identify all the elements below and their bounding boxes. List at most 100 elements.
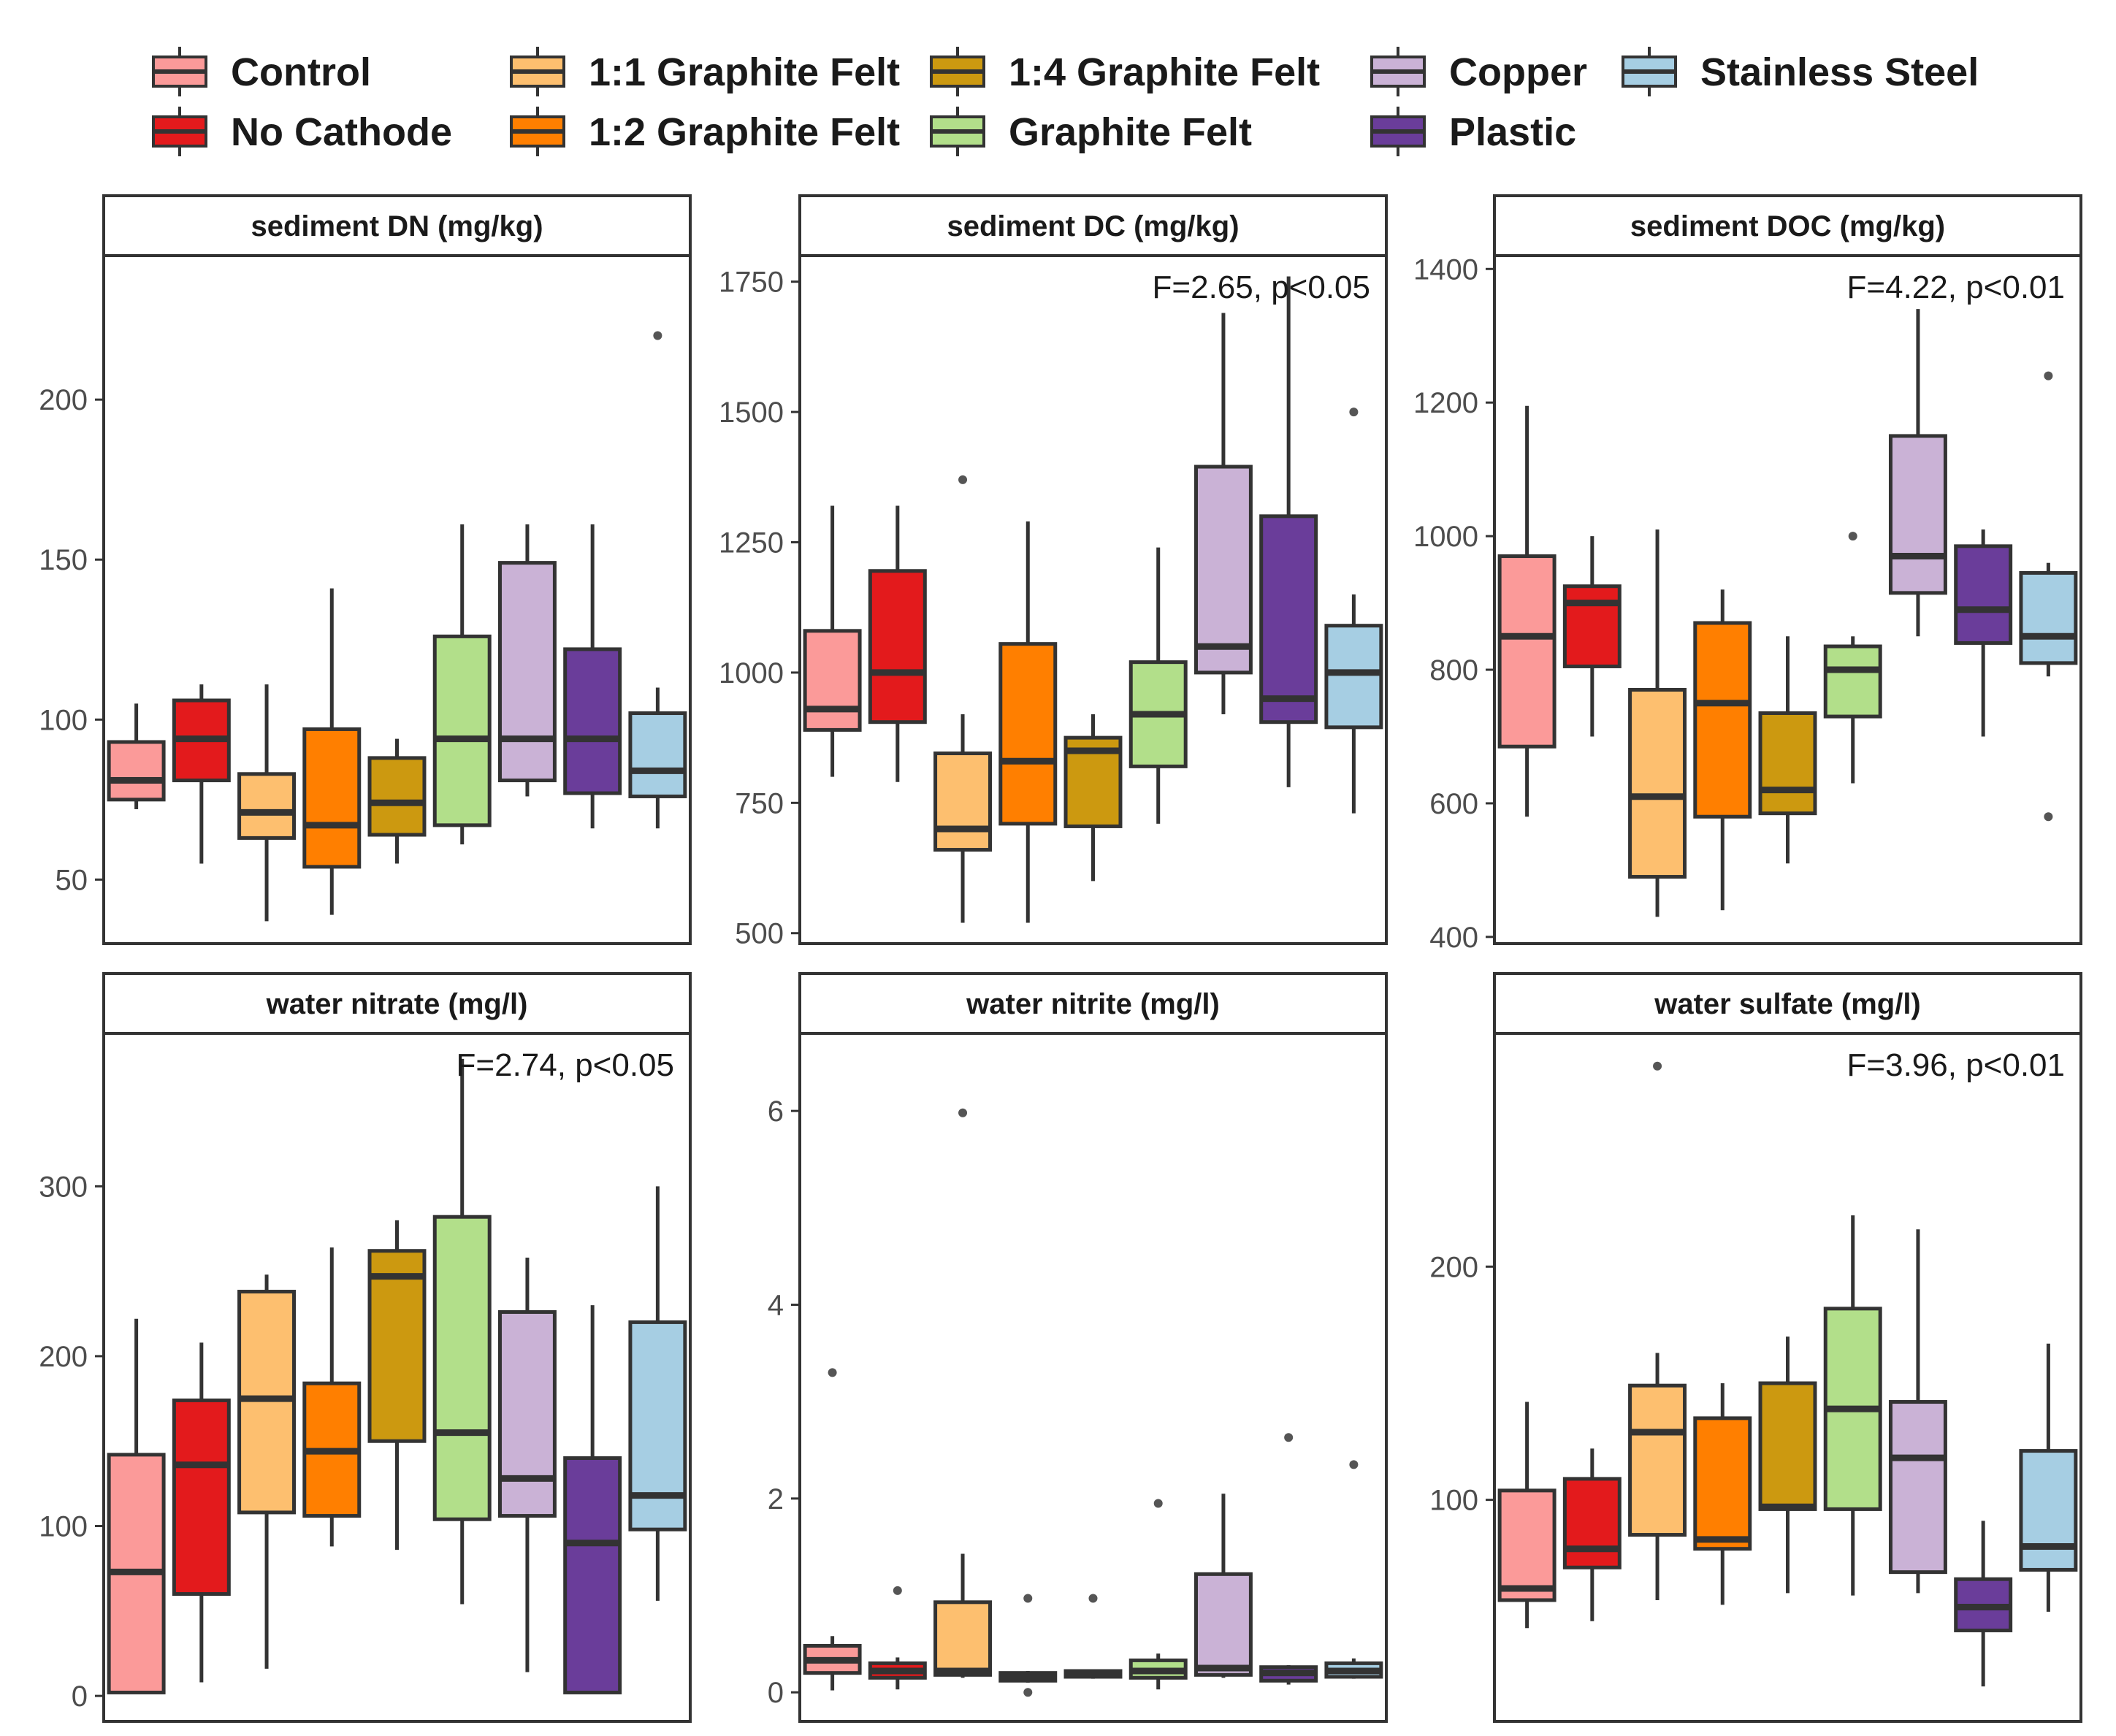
outlier-point	[1653, 1061, 1662, 1071]
outlier-point	[1349, 1460, 1359, 1469]
panel-border	[798, 1032, 1388, 1723]
legend-svg: Control No Cathode 1:1 Graphite Felt 1:2 Gr…	[152, 47, 1979, 156]
box	[367, 756, 427, 837]
box-group	[1063, 714, 1123, 882]
box	[432, 1215, 492, 1521]
box-group	[107, 703, 166, 809]
box	[868, 569, 927, 724]
panel-title: water nitrate (mg/l)	[266, 988, 528, 1020]
legend-item: 1:4 Graphite Felt	[930, 47, 1320, 96]
outlier-point	[1284, 1433, 1294, 1442]
y-tick-label: 400	[1429, 922, 1478, 954]
box-group	[2019, 1343, 2078, 1612]
y-tick-label: 200	[39, 384, 88, 416]
box	[432, 634, 492, 827]
box-group	[1758, 1337, 1817, 1594]
legend-item: Control	[152, 47, 371, 96]
legend-item: Copper	[1370, 47, 1587, 96]
box	[1497, 554, 1557, 749]
panel-border	[798, 254, 1388, 945]
y-tick-label: 1000	[719, 657, 784, 689]
annotation: F=3.96, p<0.01	[1847, 1047, 2065, 1083]
box-group	[497, 524, 557, 797]
y-tick-label: 100	[1429, 1485, 1478, 1517]
box	[237, 772, 297, 840]
box	[563, 647, 622, 795]
outlier-point	[958, 1108, 968, 1117]
box-group	[107, 1318, 166, 1694]
y-tick-label: 4	[768, 1289, 784, 1321]
box-group	[1562, 536, 1622, 737]
box-group	[1193, 313, 1253, 714]
box-group	[302, 1247, 362, 1547]
box	[497, 561, 557, 783]
panel-border	[1493, 254, 2082, 945]
outlier-point	[2044, 371, 2053, 381]
panel-title: sediment DC (mg/kg)	[947, 210, 1239, 242]
box	[172, 1398, 231, 1597]
y-tick-label: 1500	[719, 397, 784, 429]
legend-label: Copper	[1449, 50, 1587, 94]
y-tick-label: 1400	[1413, 253, 1478, 286]
panel-border	[102, 254, 692, 945]
box	[367, 1249, 427, 1443]
box-group	[563, 524, 622, 829]
legend-label: 1:1 Graphite Felt	[589, 50, 900, 94]
box	[563, 1456, 622, 1694]
box-group	[432, 1058, 492, 1605]
outlier-point	[2044, 812, 2053, 822]
box-group	[1888, 309, 1947, 637]
outlier-point	[1848, 532, 1857, 541]
box-group	[367, 1220, 427, 1550]
box-group	[628, 1186, 687, 1601]
legend-label: No Cathode	[231, 110, 452, 154]
panel: water nitrate (mg/l) 0 100 200 300 F=2.74, p<…	[39, 972, 692, 1723]
box	[1562, 1477, 1622, 1569]
panel-title: water sulfate (mg/l)	[1654, 988, 1921, 1020]
box-group	[998, 1594, 1058, 1697]
box-group	[1497, 1402, 1557, 1629]
box-group	[628, 331, 687, 829]
box	[1497, 1488, 1557, 1602]
box-group	[2019, 371, 2078, 822]
panel: water nitrite (mg/l) 0 2 4 6	[768, 972, 1388, 1723]
box	[497, 1309, 557, 1518]
box-group	[1628, 1061, 1687, 1600]
legend-item: Plastic	[1370, 107, 1576, 156]
y-tick-label: 500	[735, 918, 784, 950]
panel: sediment DOC (mg/kg) 400 600 800 1000 1200 140…	[1413, 194, 2082, 954]
panel: sediment DC (mg/kg) 500 750 1000 1250 1500 175…	[719, 194, 1388, 950]
legend-item: Graphite Felt	[930, 107, 1252, 156]
y-tick-label: 200	[1429, 1251, 1478, 1283]
box-group	[1954, 1521, 2013, 1687]
y-tick-label: 0	[768, 1677, 784, 1709]
box-group	[803, 1368, 862, 1691]
box-group	[998, 521, 1058, 923]
box-group	[237, 684, 297, 922]
outlier-point	[958, 475, 968, 484]
box	[1758, 1381, 1817, 1511]
y-tick-label: 200	[39, 1341, 88, 1373]
outlier-point	[828, 1368, 837, 1377]
legend-label: Stainless Steel	[1700, 50, 1979, 94]
box-group	[367, 738, 427, 864]
y-tick-label: 300	[39, 1171, 88, 1203]
box	[1693, 1416, 1752, 1551]
box	[803, 629, 862, 732]
box-group	[933, 475, 993, 923]
legend-item: Stainless Steel	[1622, 47, 1979, 96]
panel-border	[102, 1032, 692, 1723]
y-tick-label: 50	[56, 864, 88, 896]
y-tick-label: 1200	[1413, 387, 1478, 419]
outlier-point	[1088, 1594, 1098, 1603]
box-group	[1758, 636, 1817, 864]
annotation: F=2.74, p<0.05	[457, 1047, 674, 1083]
box	[1954, 544, 2013, 645]
legend-item: 1:1 Graphite Felt	[510, 47, 900, 96]
y-tick-label: 1750	[719, 267, 784, 299]
annotation: F=4.22, p<0.01	[1847, 269, 2065, 305]
box-group	[497, 1258, 557, 1672]
y-tick-label: 800	[1429, 654, 1478, 687]
